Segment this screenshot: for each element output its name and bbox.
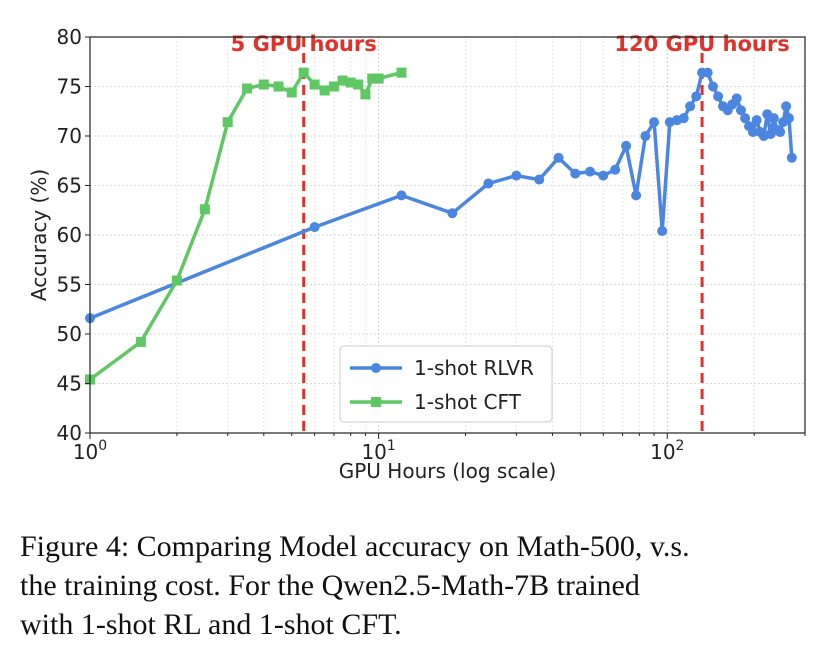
data-point: [657, 226, 668, 237]
data-point: [775, 127, 786, 138]
data-point: [707, 81, 718, 92]
caption-line: Figure 4: Comparing Model accuracy on Ma…: [20, 530, 690, 563]
data-point: [731, 93, 742, 104]
y-tick-label: 75: [57, 75, 82, 99]
data-point: [691, 91, 702, 102]
chart: 5 GPU hours 120 GPU hours 40 45 50 55 60 65 70 7…: [27, 25, 806, 483]
data-point: [319, 85, 330, 96]
data-point: [135, 336, 146, 347]
axes: 40 45 50 55 60 65 70 75 80 100 101 102: [57, 25, 806, 464]
series-layer: [85, 67, 797, 385]
y-tick-label: 50: [57, 322, 82, 346]
data-point: [570, 168, 581, 179]
y-tick-label: 60: [57, 223, 82, 247]
data-point: [373, 73, 384, 84]
y-tick-label: 80: [57, 25, 82, 49]
data-point: [396, 67, 407, 78]
reference-line-label: 120 GPU hours: [614, 32, 789, 56]
legend-label: 1-shot CFT: [414, 390, 522, 414]
data-point: [631, 190, 642, 201]
data-point: [553, 152, 564, 163]
x-axis-title: GPU Hours (log scale): [339, 459, 557, 483]
data-point: [286, 87, 297, 98]
figure-caption: Figure 4: Comparing Model accuracy on Ma…: [20, 527, 812, 644]
data-point: [222, 117, 233, 128]
data-point: [337, 75, 348, 86]
data-point: [367, 73, 378, 84]
series-1-shot-rlvr: [85, 67, 797, 324]
x-tick-label: 102: [650, 438, 684, 464]
reference-line-label: 5 GPU hours: [231, 32, 377, 56]
data-point: [242, 83, 253, 94]
data-point: [171, 275, 182, 286]
data-point: [483, 178, 494, 189]
data-point: [309, 79, 320, 90]
data-point: [685, 101, 696, 112]
y-tick-label: 45: [57, 372, 82, 396]
data-point: [328, 81, 339, 92]
y-tick-label: 40: [57, 421, 82, 445]
y-axis-title: Accuracy (%): [27, 169, 51, 301]
data-point: [747, 127, 758, 138]
y-tick-label: 55: [57, 273, 82, 297]
data-point: [360, 89, 371, 100]
data-point: [598, 170, 609, 181]
data-point: [345, 77, 356, 88]
caption-line: with 1-shot RL and 1-shot CFT.: [20, 608, 402, 641]
data-point: [768, 113, 779, 124]
data-point: [353, 79, 364, 90]
data-point: [585, 166, 596, 177]
x-tick-label: 101: [361, 438, 395, 464]
data-point: [713, 91, 724, 102]
legend-label: 1-shot RLVR: [414, 356, 534, 380]
data-point: [258, 79, 269, 90]
data-point: [640, 131, 651, 141]
legend: 1-shot RLVR 1-shot CFT: [339, 345, 553, 423]
data-point: [751, 115, 762, 126]
data-point: [273, 81, 284, 92]
data-point: [783, 113, 794, 124]
chart-canvas: 5 GPU hours 120 GPU hours 40 45 50 55 60 65 70 7…: [27, 25, 806, 483]
y-tick-label: 70: [57, 124, 82, 148]
data-point: [511, 170, 522, 181]
data-point: [298, 67, 309, 78]
series-line: [88, 70, 402, 381]
legend-marker: [371, 397, 381, 407]
legend-marker: [371, 363, 381, 373]
plot-frame: [89, 36, 806, 434]
data-point: [702, 67, 713, 78]
caption-line: the training cost. For the Qwen2.5-Math-…: [20, 569, 640, 602]
data-point: [309, 222, 320, 233]
data-point: [610, 164, 621, 175]
x-tick-label: 100: [73, 438, 107, 464]
series-1-shot-cft: [85, 67, 407, 385]
data-point: [740, 113, 751, 124]
data-point: [781, 101, 792, 112]
data-point: [735, 105, 746, 116]
reference-lines: 5 GPU hours 120 GPU hours: [231, 32, 790, 433]
y-tick-label: 65: [57, 174, 82, 198]
data-point: [447, 208, 458, 219]
data-point: [199, 204, 210, 215]
data-point: [621, 140, 632, 151]
data-point: [786, 152, 797, 163]
data-point: [678, 113, 689, 124]
data-point: [649, 117, 660, 128]
data-point: [534, 174, 545, 185]
data-point: [396, 190, 407, 201]
